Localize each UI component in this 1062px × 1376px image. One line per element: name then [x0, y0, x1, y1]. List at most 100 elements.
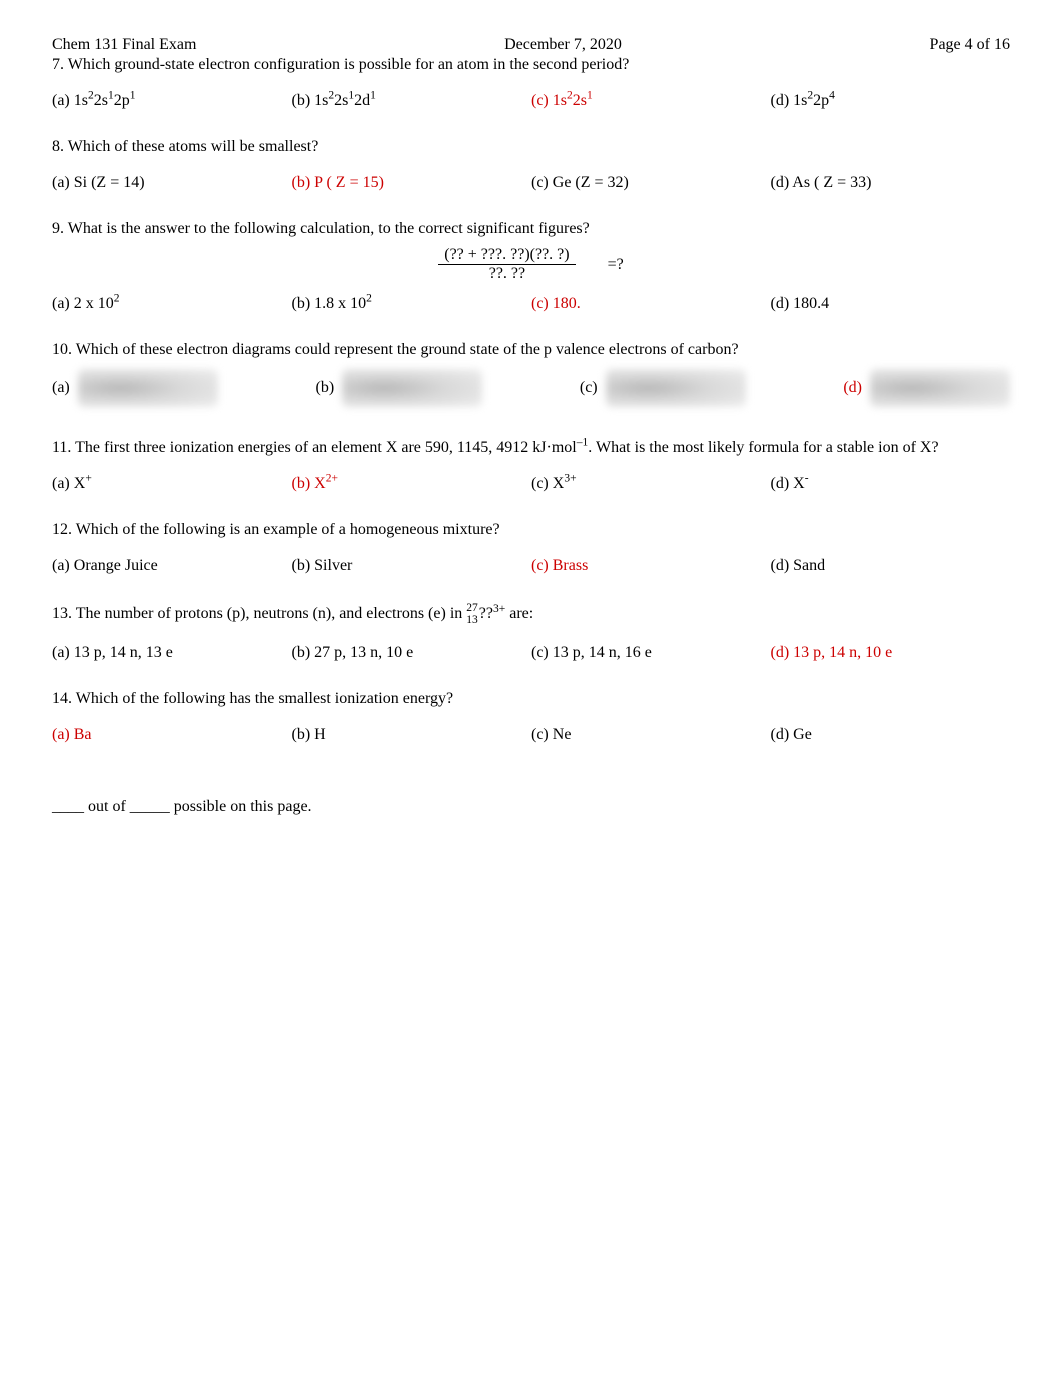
- q10-a-label: (a): [52, 379, 70, 397]
- q9-a-exp: 2: [114, 293, 120, 305]
- q12-options: (a) Orange Juice (b) Silver (c) Brass (d…: [52, 557, 1010, 575]
- q12-option-a: (a) Orange Juice: [52, 557, 292, 575]
- q7-c-e2: 1: [587, 90, 593, 102]
- q12-option-b: (b) Silver: [292, 557, 532, 575]
- header-center: December 7, 2020: [504, 36, 622, 54]
- q11-d-sup: -: [805, 473, 809, 485]
- page-header: Chem 131 Final Exam December 7, 2020 Pag…: [52, 36, 1010, 54]
- q7-option-b: (b) 1s22s12d1: [292, 92, 532, 110]
- q13-post: are:: [505, 605, 533, 622]
- q14-option-a: (a) Ba: [52, 726, 292, 744]
- q13-pre: 13. The number of protons (p), neutrons …: [52, 605, 466, 622]
- q10-option-d: (d): [843, 369, 1010, 407]
- q9-option-a: (a) 2 x 102: [52, 295, 292, 313]
- q13-option-a: (a) 13 p, 14 n, 13 e: [52, 644, 292, 662]
- q7-a-m1: 2s: [94, 92, 108, 109]
- q7-option-c: (c) 1s22s1: [531, 92, 771, 110]
- q8-option-b: (b) P ( Z = 15): [292, 174, 532, 192]
- q7-b-m2: 2d: [354, 92, 370, 109]
- header-right: Page 4 of 16: [930, 36, 1010, 54]
- q13-nuclide-prefix: 2713: [466, 603, 478, 626]
- q11-d-t: (d) X: [771, 475, 805, 492]
- q14-options: (a) Ba (b) H (c) Ne (d) Ge: [52, 726, 1010, 744]
- q7-d-e2: 4: [829, 90, 835, 102]
- q8-option-a: (a) Si (Z = 14): [52, 174, 292, 192]
- q10-option-b: (b): [315, 369, 482, 407]
- q9-option-c: (c) 180.: [531, 295, 771, 313]
- q13-charge: 3+: [493, 603, 505, 615]
- q13-mass: 27: [466, 603, 478, 615]
- q11-text: 11. The first three ionization energies …: [52, 439, 1010, 457]
- q7-c-p1: (c) 1s: [531, 92, 567, 109]
- q9-equation: (?? + ???. ??)(??. ?) ??. ?? =?: [52, 246, 1010, 283]
- q10-c-label: (c): [580, 379, 598, 397]
- q9-b-t: (b) 1.8 x 10: [292, 295, 367, 312]
- q8-option-c: (c) Ge (Z = 32): [531, 174, 771, 192]
- q13-sym: ??: [479, 605, 493, 622]
- q13-option-b: (b) 27 p, 13 n, 10 e: [292, 644, 532, 662]
- q11-b-sup: 2+: [326, 473, 338, 485]
- q12-text: 12. Which of the following is an example…: [52, 521, 1010, 539]
- q11-exp: –1: [577, 437, 589, 449]
- q14-option-d: (d) Ge: [771, 726, 1011, 744]
- q10-d-diagram: [870, 369, 1010, 407]
- q7-a-e3: 1: [130, 90, 136, 102]
- q9-text: 9. What is the answer to the following c…: [52, 220, 1010, 238]
- q14-option-c: (c) Ne: [531, 726, 771, 744]
- q11-a-t: (a) X: [52, 475, 85, 492]
- q7-a-p1: (a) 1s: [52, 92, 88, 109]
- q11-a-sup: +: [85, 473, 92, 485]
- q13-atomic: 13: [466, 615, 478, 627]
- q10-text: 10. Which of these electron diagrams cou…: [52, 341, 1010, 359]
- q7-option-a: (a) 1s22s12p1: [52, 92, 292, 110]
- q7-c-m1: 2s: [573, 92, 587, 109]
- q8-text: 8. Which of these atoms will be smallest…: [52, 138, 1010, 156]
- q7-options: (a) 1s22s12p1 (b) 1s22s12d1 (c) 1s22s1 (…: [52, 92, 1010, 110]
- q7-d-m1: 2p: [813, 92, 829, 109]
- q7-a-m2: 2p: [114, 92, 130, 109]
- q9-numerator: (?? + ???. ??)(??. ?): [438, 246, 575, 265]
- q11-option-a: (a) X+: [52, 475, 292, 493]
- q13-options: (a) 13 p, 14 n, 13 e (b) 27 p, 13 n, 10 …: [52, 644, 1010, 662]
- q10-option-c: (c): [580, 369, 746, 407]
- q11-pre: 11. The first three ionization energies …: [52, 439, 577, 456]
- header-left: Chem 131 Final Exam: [52, 36, 196, 54]
- q7-text: 7. Which ground-state electron configura…: [52, 56, 1010, 74]
- q9-eq-rhs: =?: [608, 256, 624, 274]
- page-footer: ____ out of _____ possible on this page.: [52, 798, 1010, 816]
- q10-b-diagram: [342, 369, 482, 407]
- q10-options: (a) (b) (c) (d): [52, 369, 1010, 407]
- q9-a-t: (a) 2 x 10: [52, 295, 114, 312]
- q7-b-e3: 1: [370, 90, 376, 102]
- q9-fraction: (?? + ???. ??)(??. ?) ??. ??: [438, 246, 575, 283]
- q9-option-b: (b) 1.8 x 102: [292, 295, 532, 313]
- q14-option-b: (b) H: [292, 726, 532, 744]
- q7-option-d: (d) 1s22p4: [771, 92, 1011, 110]
- q8-options: (a) Si (Z = 14) (b) P ( Z = 15) (c) Ge (…: [52, 174, 1010, 192]
- q10-option-a: (a): [52, 369, 218, 407]
- q9-denominator: ??. ??: [438, 265, 575, 283]
- q10-c-diagram: [606, 369, 746, 407]
- q7-b-m1: 2s: [334, 92, 348, 109]
- q13-text: 13. The number of protons (p), neutrons …: [52, 603, 1010, 626]
- q11-c-sup: 3+: [564, 473, 576, 485]
- q10-d-label: (d): [843, 379, 862, 397]
- q10-b-label: (b): [315, 379, 334, 397]
- q9-b-exp: 2: [366, 293, 372, 305]
- q14-text: 14. Which of the following has the small…: [52, 690, 1010, 708]
- q9-options: (a) 2 x 102 (b) 1.8 x 102 (c) 180. (d) 1…: [52, 295, 1010, 313]
- q8-option-d: (d) As ( Z = 33): [771, 174, 1011, 192]
- q12-option-d: (d) Sand: [771, 557, 1011, 575]
- q11-option-c: (c) X3+: [531, 475, 771, 493]
- q10-a-diagram: [78, 369, 218, 407]
- q11-options: (a) X+ (b) X2+ (c) X3+ (d) X-: [52, 475, 1010, 493]
- q11-c-t: (c) X: [531, 475, 564, 492]
- q13-option-d: (d) 13 p, 14 n, 10 e: [771, 644, 1011, 662]
- q11-post: . What is the most likely formula for a …: [588, 439, 938, 456]
- q12-option-c: (c) Brass: [531, 557, 771, 575]
- q11-option-b: (b) X2+: [292, 475, 532, 493]
- q11-b-t: (b) X: [292, 475, 326, 492]
- q11-option-d: (d) X-: [771, 475, 1011, 493]
- q7-d-p1: (d) 1s: [771, 92, 808, 109]
- q7-b-p1: (b) 1s: [292, 92, 329, 109]
